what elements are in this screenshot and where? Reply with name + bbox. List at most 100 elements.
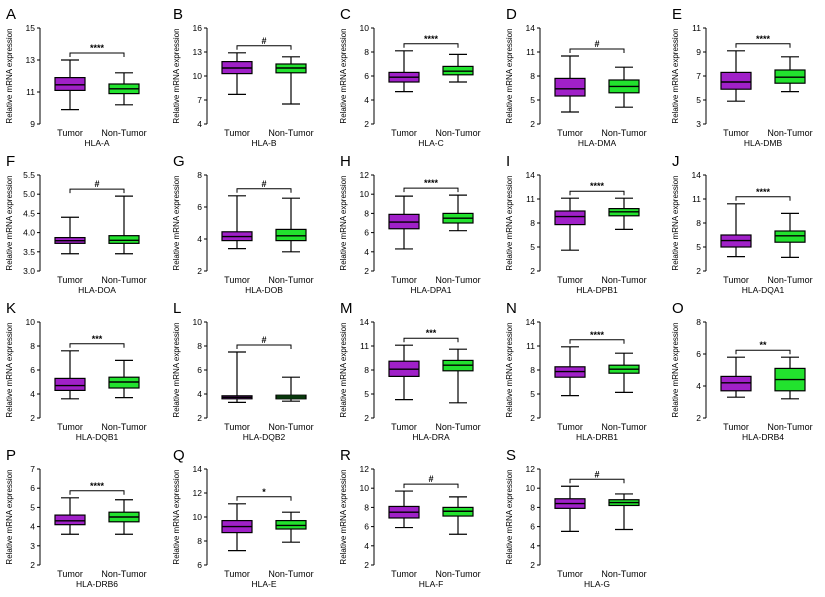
tumor-box bbox=[554, 55, 586, 113]
panel-n: N Relative mRNA expression 2 5 8 11 14 Tumor Non… bbox=[505, 300, 647, 442]
y-axis-title: Relative mRNA expression bbox=[339, 175, 348, 270]
significance-bracket bbox=[236, 344, 292, 349]
y-axis-title: Relative mRNA expression bbox=[172, 322, 181, 417]
y-tick-label: 15 bbox=[26, 23, 36, 33]
y-tick-label: 8 bbox=[30, 341, 35, 351]
non-tumor-box bbox=[275, 376, 307, 402]
x-category-label: Non-Tumor bbox=[601, 422, 646, 432]
tumor-box bbox=[221, 195, 253, 250]
y-tick-label: 5.5 bbox=[23, 170, 35, 180]
x-category-label: Tumor bbox=[57, 422, 83, 432]
tumor-box bbox=[54, 350, 86, 400]
y-tick-label: 14 bbox=[360, 317, 370, 327]
y-tick-label: 2 bbox=[696, 413, 701, 423]
panel-letter: S bbox=[506, 447, 516, 464]
box-iqr bbox=[54, 76, 86, 91]
box-iqr bbox=[275, 228, 307, 242]
tumor-box bbox=[554, 197, 586, 251]
y-tick-label: 4 bbox=[364, 247, 369, 257]
gene-label: HLA-DRB6 bbox=[76, 579, 118, 589]
gene-label: HLA-DRB1 bbox=[576, 432, 618, 442]
x-category-label: Tumor bbox=[391, 275, 417, 285]
panel-letter: R bbox=[340, 447, 351, 464]
tumor-box bbox=[221, 503, 253, 552]
box-iqr bbox=[720, 375, 752, 392]
x-category-label: Non-Tumor bbox=[767, 275, 812, 285]
non-tumor-box bbox=[774, 212, 806, 259]
panel-r: R Relative mRNA expression 2 4 6 8 10 12 Tumor No… bbox=[339, 447, 481, 589]
non-tumor-box bbox=[608, 493, 640, 531]
y-tick-label: 8 bbox=[530, 502, 535, 512]
gene-label: HLA-A bbox=[84, 138, 109, 148]
significance-marker: **** bbox=[90, 43, 105, 53]
x-category-label: Non-Tumor bbox=[767, 128, 812, 138]
y-axis-title: Relative mRNA expression bbox=[671, 28, 680, 123]
y-tick-label: 7 bbox=[197, 95, 202, 105]
panel-letter: A bbox=[6, 6, 16, 23]
y-tick-label: 9 bbox=[696, 47, 701, 57]
gene-label: HLA-DQB1 bbox=[76, 432, 119, 442]
tumor-box bbox=[54, 59, 86, 111]
non-tumor-box bbox=[608, 352, 640, 394]
panel-a: A Relative mRNA expression 9 11 13 15 Tumor Non… bbox=[5, 6, 147, 148]
panel-l: L Relative mRNA expression 2 4 6 8 10 Tumor Non-… bbox=[172, 300, 314, 442]
panel-h: H Relative mRNA expression 2 4 6 8 10 12 Tumor No… bbox=[339, 153, 481, 295]
panel-g: G Relative mRNA expression 2 4 6 8 Tumor Non-Tu… bbox=[172, 153, 314, 295]
y-tick-label: 5 bbox=[530, 389, 535, 399]
tumor-box bbox=[554, 485, 586, 533]
y-tick-label: 4 bbox=[30, 389, 35, 399]
y-axis-title: Relative mRNA expression bbox=[5, 469, 14, 564]
significance-marker: **** bbox=[756, 34, 771, 44]
x-category-label: Tumor bbox=[723, 422, 749, 432]
panel-letter: E bbox=[672, 6, 682, 23]
y-tick-label: 10 bbox=[360, 483, 370, 493]
y-axis-title: Relative mRNA expression bbox=[339, 322, 348, 417]
significance-bracket bbox=[236, 45, 292, 50]
significance-bracket bbox=[569, 190, 625, 196]
panel-d: D Relative mRNA expression 2 5 8 11 14 Tumor Non… bbox=[505, 6, 647, 148]
panel-letter: M bbox=[340, 300, 353, 317]
tumor-box bbox=[554, 346, 586, 397]
y-tick-label: 3 bbox=[30, 541, 35, 551]
y-tick-label: 4.5 bbox=[23, 208, 35, 218]
gene-label: HLA-DRA bbox=[412, 432, 450, 442]
y-tick-label: 11 bbox=[526, 47, 535, 57]
y-tick-label: 10 bbox=[193, 317, 203, 327]
y-tick-label: 13 bbox=[193, 47, 203, 57]
tumor-box bbox=[388, 490, 420, 529]
x-category-label: Tumor bbox=[57, 569, 83, 579]
y-tick-label: 7 bbox=[30, 464, 35, 474]
y-tick-label: 8 bbox=[364, 208, 369, 218]
y-tick-label: 8 bbox=[530, 218, 535, 228]
significance-bracket bbox=[69, 52, 125, 57]
x-category-label: Tumor bbox=[391, 128, 417, 138]
x-category-label: Non-Tumor bbox=[601, 569, 646, 579]
panel-j: J Relative mRNA expression 2 5 8 11 14 Tumor Non… bbox=[671, 153, 813, 295]
significance-marker: **** bbox=[590, 330, 605, 340]
panel-letter: P bbox=[6, 447, 16, 464]
x-category-label: Non-Tumor bbox=[767, 422, 812, 432]
tumor-box bbox=[221, 52, 253, 96]
panel-letter: G bbox=[173, 153, 185, 170]
non-tumor-box bbox=[108, 72, 140, 106]
tumor-box bbox=[720, 50, 752, 102]
y-axis-title: Relative mRNA expression bbox=[5, 175, 14, 270]
significance-bracket bbox=[569, 48, 625, 53]
x-category-label: Tumor bbox=[557, 569, 583, 579]
y-tick-label: 10 bbox=[526, 483, 536, 493]
y-axis-title: Relative mRNA expression bbox=[172, 28, 181, 123]
y-tick-label: 8 bbox=[696, 317, 701, 327]
y-tick-label: 2 bbox=[696, 266, 701, 276]
y-tick-label: 8 bbox=[197, 341, 202, 351]
panel-m: M Relative mRNA expression 2 5 8 11 14 Tumor Non… bbox=[339, 300, 481, 442]
non-tumor-box bbox=[774, 56, 806, 93]
x-category-label: Non-Tumor bbox=[101, 275, 146, 285]
x-category-label: Tumor bbox=[391, 569, 417, 579]
panel-k: K Relative mRNA expression 2 4 6 8 10 Tumor Non-… bbox=[5, 300, 147, 442]
non-tumor-box bbox=[275, 56, 307, 105]
y-tick-label: 4 bbox=[197, 234, 202, 244]
non-tumor-box bbox=[108, 195, 140, 255]
y-tick-label: 5 bbox=[30, 502, 35, 512]
y-tick-label: 4.0 bbox=[23, 228, 35, 238]
y-tick-label: 2 bbox=[530, 560, 535, 570]
